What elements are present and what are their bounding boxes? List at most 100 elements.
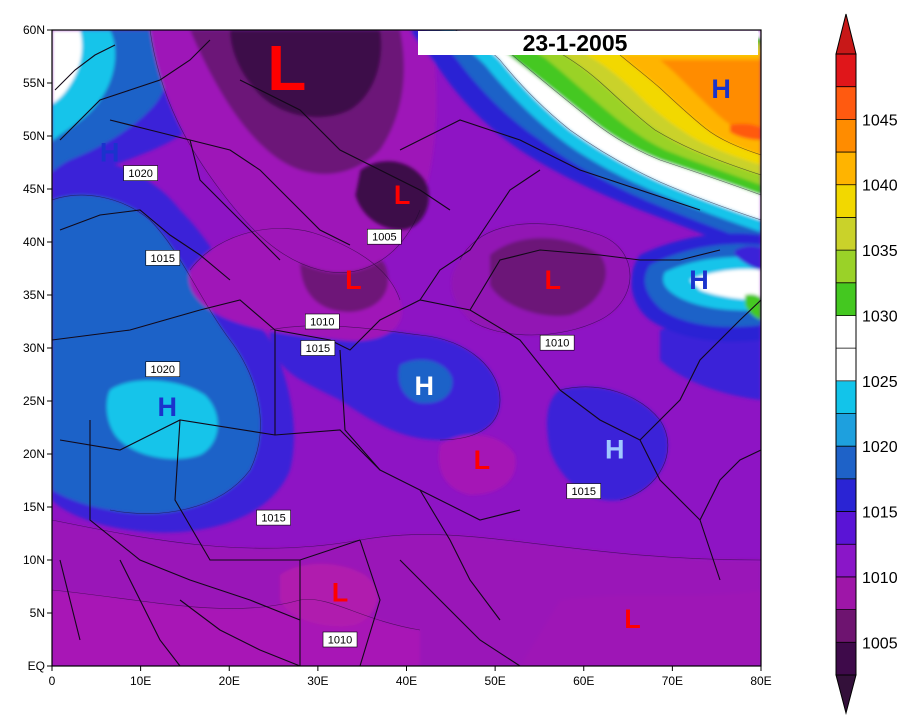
map-title: 23-1-2005 [523, 30, 628, 56]
map-area [52, 30, 761, 666]
contour-label-box [539, 334, 575, 351]
lat-tick-label: 45N [23, 182, 45, 196]
low-pressure-marker: L [345, 265, 362, 295]
colorbar-segment [836, 348, 856, 382]
contour-label-box [256, 509, 291, 526]
contour-label: 1020 [123, 165, 158, 181]
colorbar-segment [836, 642, 856, 676]
isobar-lines [52, 30, 761, 631]
colorbar-label: 1040 [862, 178, 898, 195]
colorbar-segment [836, 511, 856, 545]
colorbar-segment [836, 380, 856, 414]
high-pressure-marker: H [414, 371, 434, 401]
lon-tick-label: 20E [219, 674, 240, 688]
contour-label: 1015 [300, 340, 336, 356]
contour-label-box [123, 165, 158, 181]
high-pressure-marker: H [605, 434, 625, 464]
contour-label-text: 1010 [310, 317, 334, 329]
contour-label-text: 1015 [261, 513, 285, 525]
lon-tick-label: 40E [396, 674, 417, 688]
lon-tick-label: 80E [750, 674, 771, 688]
colorbar-segment [836, 152, 856, 186]
contour-label: 1015 [256, 509, 291, 526]
colorbar-segment [836, 609, 856, 643]
colorbar-label: 1015 [862, 505, 898, 522]
contour-label-box [145, 250, 181, 266]
colorbar-segment [836, 282, 856, 316]
low-pressure-marker: L [332, 578, 349, 608]
colorbar-label: 1005 [862, 635, 898, 652]
contour-label-box [566, 483, 602, 499]
lat-tick-label: 10N [23, 553, 45, 567]
lat-tick-label: 15N [23, 500, 45, 514]
colorbar-segment [836, 250, 856, 284]
contour-label-box [367, 228, 402, 245]
colorbar-segment [836, 413, 856, 447]
lon-tick-label: 60E [573, 674, 594, 688]
colorbar-segment [836, 86, 856, 120]
contour-label: 1005 [367, 228, 402, 245]
lon-tick-label: 30E [307, 674, 328, 688]
contour-label-text: 1015 [572, 486, 596, 498]
contour-label: 1010 [322, 631, 358, 648]
contour-label-text: 1010 [545, 338, 569, 350]
lat-tick-label: 30N [23, 341, 45, 355]
contour-label-box [145, 361, 181, 378]
colorbar-label: 1025 [862, 374, 898, 391]
contour-label: 1015 [145, 250, 181, 266]
pressure-colorbar: 1005 1010 1015 1020 1025 1030 1035 1040 1045 [835, 13, 898, 715]
colorbar-segment [836, 54, 856, 88]
high-pressure-marker: H [689, 265, 709, 295]
high-pressure-marker: H [711, 74, 731, 104]
contour-labels: 1020 1015 1005 1010 1015 1020 1010 1015 1015 1010 [123, 165, 602, 648]
contour-label-text: 1015 [151, 253, 175, 265]
lat-tick-label: EQ [28, 659, 45, 673]
lon-tick-label: 50E [484, 674, 505, 688]
contour-label-text: 1010 [328, 635, 352, 647]
colorbar-segment [836, 217, 856, 251]
lat-tick-label: 55N [23, 76, 45, 90]
contour-label: 1010 [539, 334, 575, 351]
contour-label-box [300, 340, 336, 356]
contour-label: 1020 [145, 361, 181, 378]
low-pressure-marker: L [544, 265, 561, 295]
country-borders [52, 39, 761, 666]
colorbar-label: 1045 [862, 112, 898, 129]
lat-tick-label: 35N [23, 288, 45, 302]
low-pressure-marker: L [394, 180, 411, 210]
lat-tick-label: 40N [23, 235, 45, 249]
lon-tick-label: 70E [662, 674, 683, 688]
high-pressure-marker: H [157, 392, 177, 422]
colorbar-segment [836, 478, 856, 512]
low-pressure-marker: L [267, 32, 306, 104]
colorbar-segment [836, 184, 856, 218]
lat-tick-label: 60N [23, 23, 45, 37]
colorbar-segment [836, 544, 856, 578]
title-background [418, 31, 758, 55]
colorbar-label: 1020 [862, 439, 898, 456]
colorbar-segment [836, 446, 856, 480]
longitude-axis: 0 10E 20E 30E 40E 50E 60E 70E 80E [49, 666, 772, 688]
colorbar-label: 1010 [862, 570, 898, 587]
low-pressure-marker: L [474, 445, 491, 475]
contour-label-text: 1020 [128, 168, 152, 180]
colorbar-segment [836, 315, 856, 349]
contour-label-text: 1015 [306, 343, 330, 355]
colorbar-under-cap [835, 674, 857, 715]
colorbar-label: 1035 [862, 243, 898, 260]
lon-tick-label: 10E [130, 674, 151, 688]
lat-tick-label: 20N [23, 447, 45, 461]
lat-tick-label: 25N [23, 394, 45, 408]
contour-label: 1010 [305, 313, 340, 330]
lat-tick-label: 50N [23, 129, 45, 143]
lat-tick-label: 5N [30, 606, 45, 620]
colorbar-segment [836, 119, 856, 153]
contour-label-box [322, 631, 358, 648]
contour-label: 1015 [566, 483, 602, 499]
contour-label-box [305, 313, 340, 330]
contour-label-text: 1005 [372, 232, 396, 244]
colorbar-label: 1030 [862, 308, 898, 325]
colorbar-segment [836, 576, 856, 611]
pressure-centers: L L L L L L L H H H H H H [100, 32, 731, 634]
